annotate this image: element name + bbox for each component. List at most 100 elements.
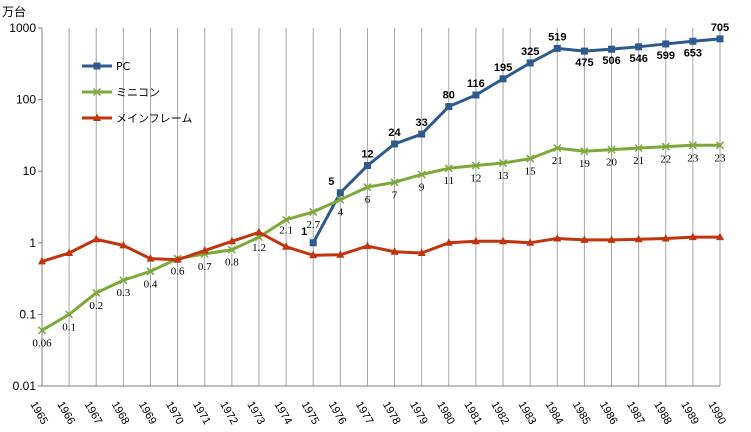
series-1-point: [661, 142, 670, 151]
marker-stroke: [336, 195, 345, 204]
series-2-point: [309, 250, 318, 259]
legend-label: メインフレーム: [116, 112, 192, 125]
data-label: 0.4: [144, 278, 158, 290]
series-0-point: [445, 103, 453, 111]
marker-stroke: [65, 310, 74, 319]
data-label: 599: [657, 50, 675, 62]
series-2-point: [336, 250, 345, 258]
series-1-point: [390, 178, 399, 187]
x-tick-label: 1977: [353, 400, 376, 427]
series-2-point: [119, 240, 128, 249]
marker-stroke: [92, 87, 102, 97]
marker-stroke: [146, 267, 155, 276]
data-label: 0.3: [116, 287, 130, 299]
data-label: 19: [579, 158, 591, 170]
series-1-point: [526, 154, 535, 163]
data-label: 116: [467, 78, 485, 90]
data-label: 4: [338, 207, 344, 219]
series-2-point: [688, 232, 697, 241]
series-0-point: [309, 239, 317, 247]
series-1-point: [92, 288, 101, 297]
data-label: 12: [361, 149, 373, 161]
x-tick-label: 1975: [299, 400, 322, 427]
data-label: 519: [548, 31, 566, 43]
series-1-point: [471, 161, 480, 170]
series-0-point: [716, 35, 724, 43]
legend-label: PC: [116, 60, 131, 73]
series-2-point: [227, 236, 236, 245]
marker-stroke: [688, 141, 697, 150]
series-2-point: [173, 255, 182, 263]
x-tick-label: 1989: [678, 400, 701, 427]
y-tick-label: 100: [16, 93, 36, 107]
legend-label: ミニコン: [116, 86, 160, 99]
x-tick-label: 1971: [190, 400, 213, 427]
marker-stroke: [715, 141, 725, 150]
x-tick-label: 1968: [109, 400, 132, 427]
data-label: 21: [633, 155, 644, 167]
data-label: 24: [388, 127, 401, 139]
series-lines: [37, 35, 725, 335]
x-tick-label: 1969: [136, 400, 159, 427]
x-tick-label: 1973: [244, 400, 267, 427]
y-tick-label: 1000: [9, 21, 36, 35]
x-tick-label: 1965: [27, 400, 50, 427]
x-tick-label: 1972: [217, 400, 240, 427]
marker-stroke: [417, 170, 426, 179]
data-label: 12: [470, 173, 481, 185]
series-0-line: [311, 37, 721, 244]
y-tick-label: 0.01: [13, 379, 37, 393]
series-0-point: [553, 44, 561, 52]
data-label: 0.06: [32, 337, 52, 349]
series-1-point: [417, 170, 426, 179]
series-2-point: [553, 233, 562, 242]
data-label: 195: [494, 62, 512, 74]
gridlines: [41, 28, 721, 386]
marker-stroke: [607, 145, 616, 154]
x-tick-label: 1988: [651, 400, 674, 427]
series-2-line: [41, 230, 720, 263]
data-label: 7: [392, 189, 398, 201]
y-unit-label: 万台: [2, 4, 26, 19]
series-0-point: [472, 91, 480, 99]
legend-2-point: [93, 113, 101, 121]
data-label: 6: [365, 194, 371, 206]
series-0-point: [689, 37, 697, 45]
x-tick-label: 1983: [516, 400, 539, 427]
x-tick-label: 1979: [407, 400, 430, 427]
series-1-point: [363, 183, 372, 192]
data-label: 705: [711, 22, 729, 34]
x-tick-label: 1978: [380, 400, 403, 427]
y-tick-label: 0.1: [19, 307, 36, 321]
series-0-point: [608, 45, 616, 53]
y-tick-label: 10: [23, 164, 37, 178]
marker-stroke: [119, 276, 128, 285]
data-label: 0.8: [225, 257, 239, 269]
x-tick-label: 1976: [326, 400, 349, 427]
data-label: 15: [525, 166, 537, 178]
data-label: 11: [444, 175, 455, 187]
series-0-point: [662, 40, 670, 48]
x-tick-label: 1982: [488, 400, 511, 427]
data-label: 80: [443, 90, 455, 102]
data-label: 2.7: [306, 219, 320, 231]
data-label: 325: [521, 46, 539, 58]
data-label: 0.2: [89, 300, 103, 312]
x-tick-labels: 1965 1966 1967 1968 1969 1970 1971 1972 1973 1974…: [27, 400, 728, 427]
data-label: 5: [328, 176, 334, 188]
series-1-point: [309, 207, 318, 216]
series-1-point: [499, 159, 508, 168]
data-label: 0.7: [198, 261, 212, 273]
series-2-point: [282, 242, 291, 250]
series-2-point: [146, 254, 155, 262]
marker-stroke: [390, 178, 399, 187]
x-tick-label: 1986: [597, 400, 620, 427]
series-1-point: [227, 245, 236, 254]
marker-stroke: [363, 183, 372, 192]
data-label: 1.2: [252, 242, 266, 254]
series-2-point: [363, 241, 372, 250]
x-tick-label: 1990: [705, 400, 728, 427]
data-label: 21: [552, 155, 563, 167]
